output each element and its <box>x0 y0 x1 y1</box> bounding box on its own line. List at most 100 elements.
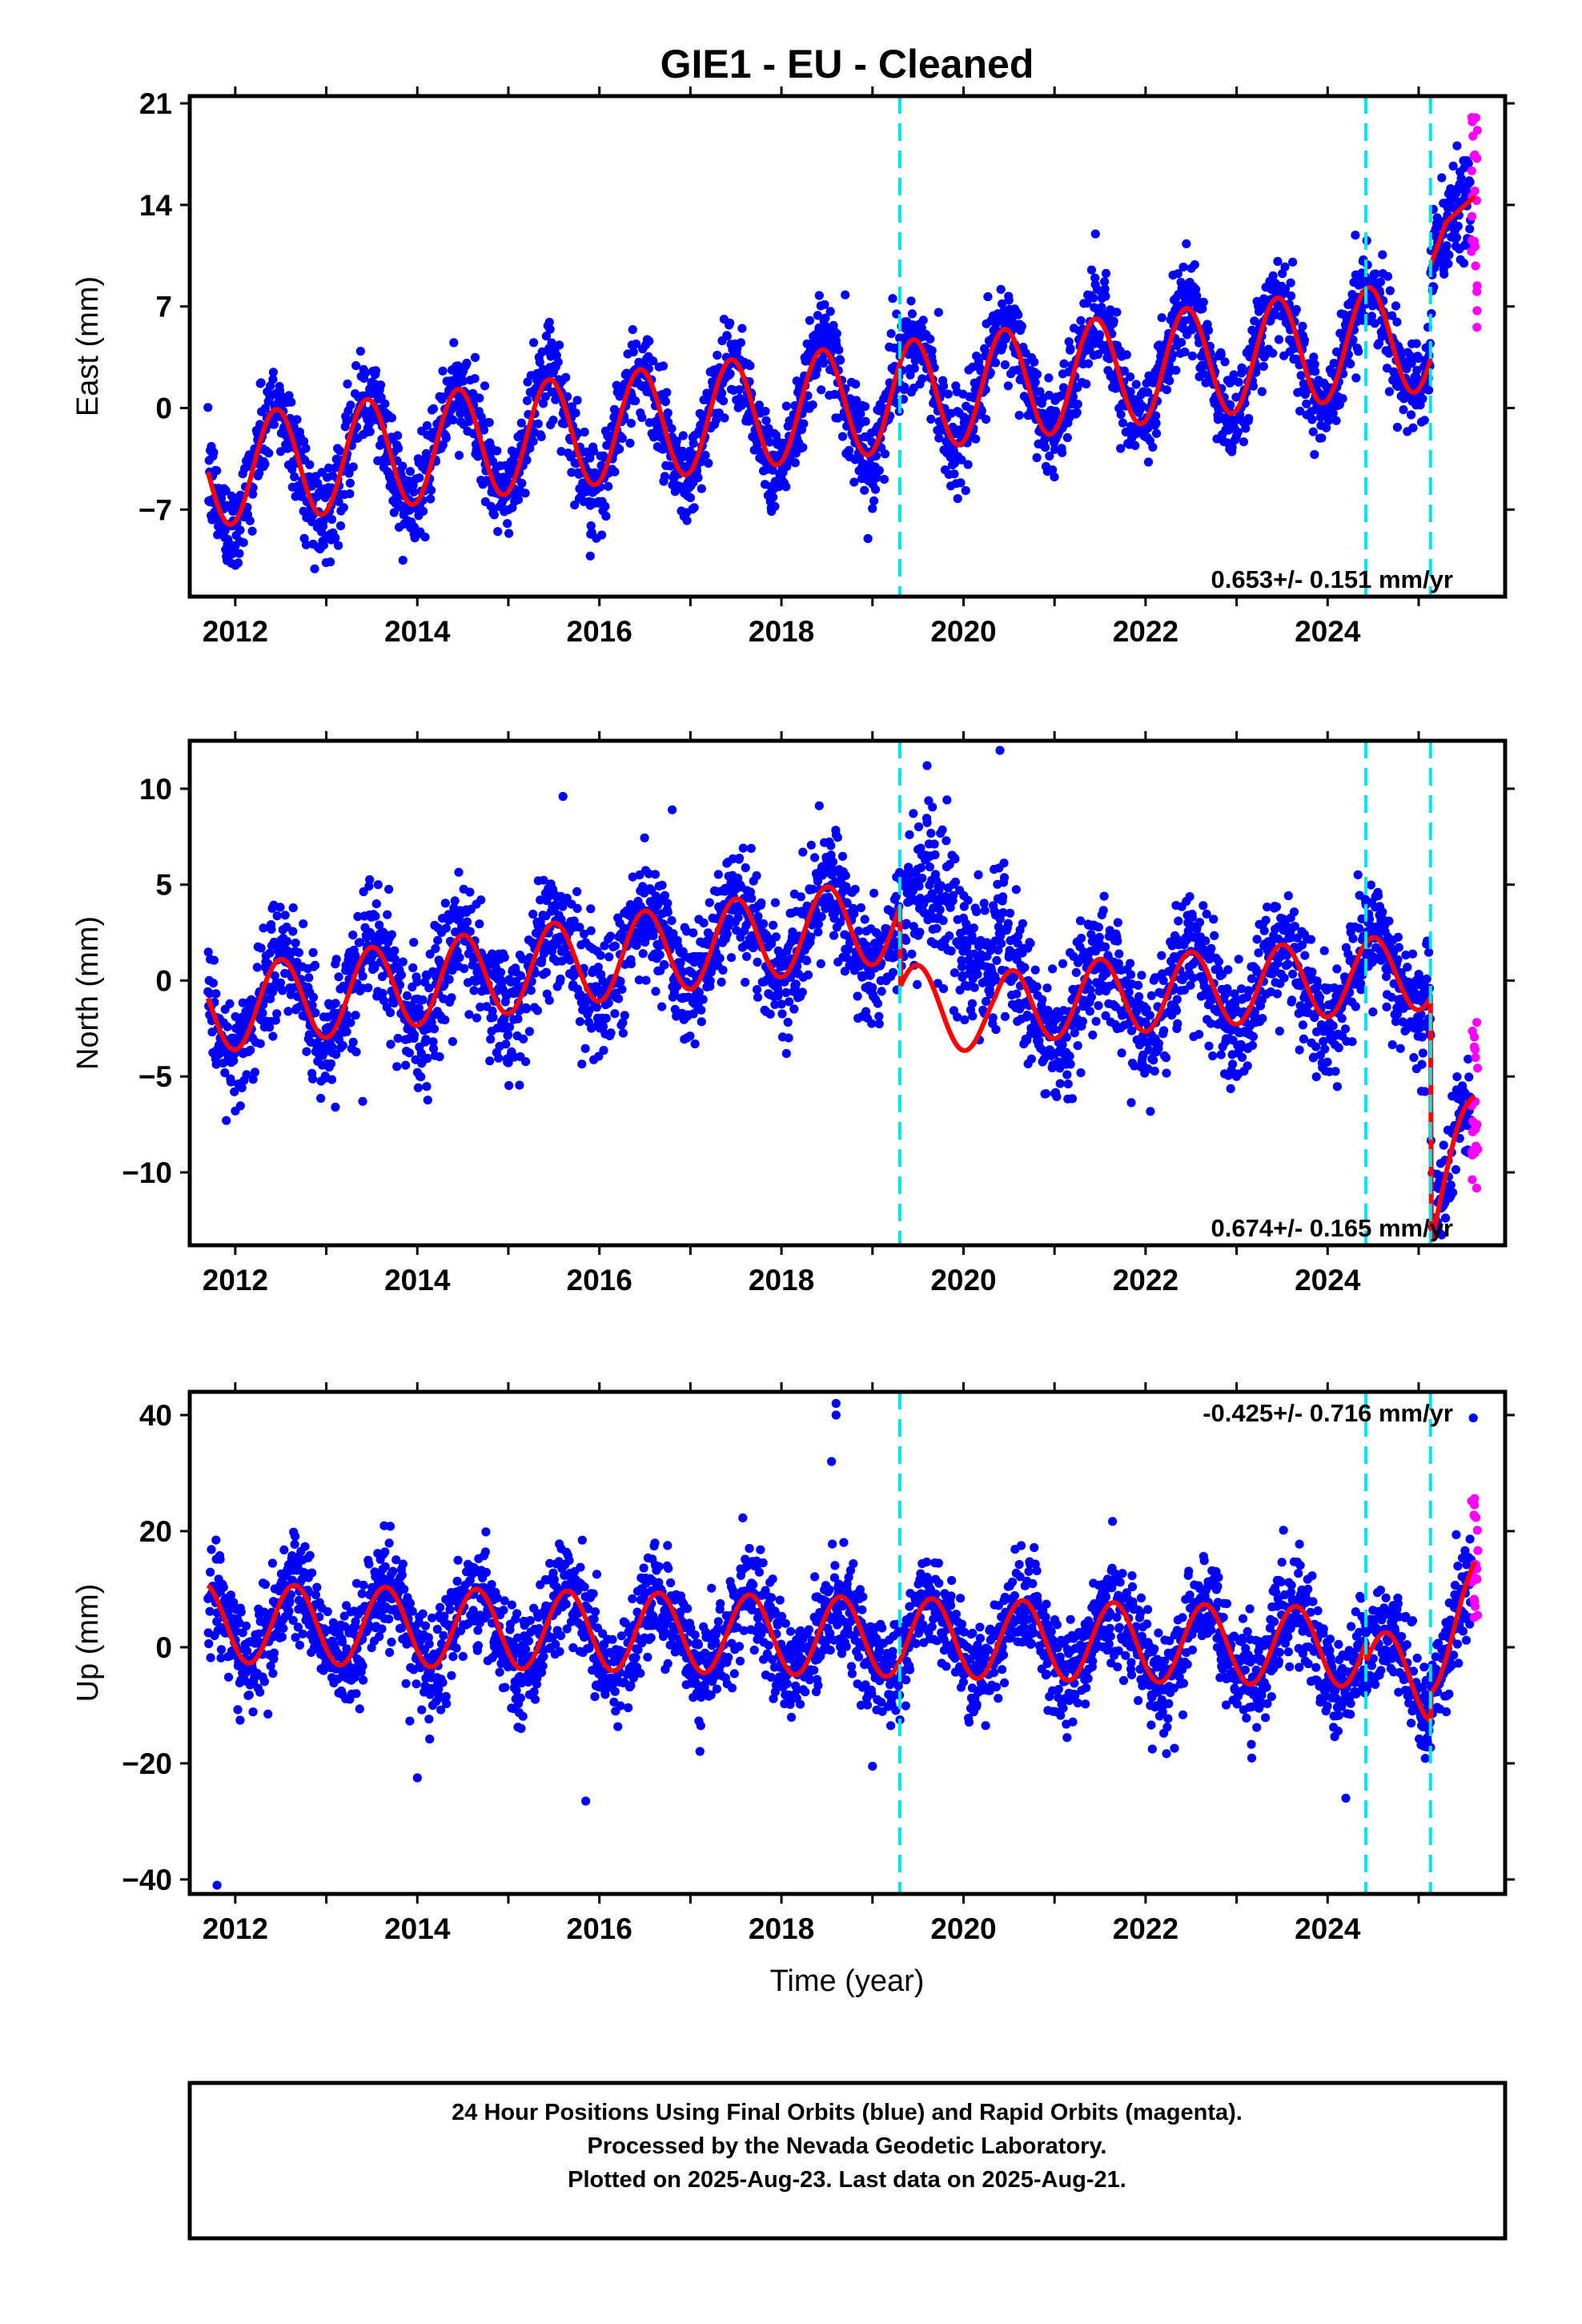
data-point <box>856 409 865 419</box>
data-point <box>1346 359 1355 368</box>
data-point <box>816 959 825 968</box>
data-point <box>423 1096 432 1105</box>
data-point <box>1122 350 1131 360</box>
data-point <box>1296 371 1306 380</box>
data-point <box>1032 369 1042 380</box>
data-point <box>319 541 328 550</box>
data-point <box>990 358 1001 368</box>
data-point <box>409 1030 420 1039</box>
data-point <box>1371 269 1380 279</box>
data-point <box>294 948 303 958</box>
data-point <box>1148 442 1158 452</box>
data-point <box>1257 387 1267 396</box>
data-point <box>753 911 763 921</box>
data-point <box>1017 321 1026 331</box>
data-point <box>500 952 509 962</box>
data-point <box>516 971 526 980</box>
data-point <box>561 372 571 382</box>
data-point <box>813 919 823 929</box>
data-point <box>620 1011 629 1020</box>
data-point <box>1050 472 1059 482</box>
data-point <box>1383 271 1393 281</box>
data-point <box>395 980 405 990</box>
data-point <box>494 1053 504 1063</box>
rapid-point <box>1471 261 1480 271</box>
data-point <box>930 850 940 859</box>
data-point <box>997 939 1006 948</box>
data-point <box>972 907 982 917</box>
data-point <box>757 898 766 907</box>
data-point <box>861 416 870 426</box>
data-point <box>604 481 613 492</box>
data-point <box>485 1056 495 1066</box>
final-orbit-points <box>203 746 1476 1245</box>
data-point <box>275 903 285 912</box>
y-tick-label: −7 <box>139 493 172 526</box>
data-point <box>943 389 953 399</box>
data-point <box>798 847 808 857</box>
data-point <box>390 955 400 964</box>
data-point <box>308 992 319 1002</box>
data-point <box>930 939 940 949</box>
data-point <box>834 345 844 355</box>
data-point <box>438 366 448 376</box>
data-point <box>660 891 670 900</box>
data-point <box>867 1019 877 1028</box>
data-point <box>1101 292 1110 301</box>
data-point <box>1041 443 1050 452</box>
data-point <box>1280 262 1290 271</box>
data-point <box>1259 361 1268 372</box>
data-point <box>660 472 670 481</box>
outlier-point <box>1223 438 1232 448</box>
data-point <box>669 929 678 939</box>
data-point <box>423 1053 432 1063</box>
data-point <box>503 519 512 529</box>
data-point <box>1287 291 1296 301</box>
data-point <box>874 465 884 476</box>
data-point <box>963 895 973 905</box>
data-point <box>821 322 831 332</box>
data-point <box>1465 224 1475 234</box>
data-point <box>570 501 580 510</box>
data-point <box>316 1093 326 1104</box>
data-point <box>877 987 886 996</box>
data-point <box>540 392 551 401</box>
data-point <box>265 948 275 958</box>
data-point <box>351 1011 360 1020</box>
data-point <box>928 802 938 812</box>
data-point <box>741 978 750 987</box>
data-point <box>938 915 948 926</box>
data-point <box>644 336 654 346</box>
data-point <box>572 903 582 913</box>
data-point <box>553 357 563 367</box>
data-point <box>998 892 1008 902</box>
data-point <box>916 863 926 873</box>
data-point <box>697 484 706 493</box>
data-point <box>1268 348 1278 358</box>
data-point <box>358 971 367 981</box>
data-point <box>789 1004 799 1014</box>
data-point <box>1151 428 1162 438</box>
data-point <box>1157 313 1166 323</box>
data-point <box>638 949 648 959</box>
data-point <box>904 862 913 872</box>
data-point <box>515 1080 524 1090</box>
data-point <box>1244 413 1254 424</box>
data-point <box>1443 259 1453 268</box>
data-point <box>888 967 898 977</box>
data-point <box>770 501 780 512</box>
data-point <box>348 1037 358 1047</box>
data-point <box>235 549 244 558</box>
data-point <box>272 1009 282 1019</box>
data-point <box>548 416 558 425</box>
data-point <box>698 995 708 1004</box>
data-point <box>988 1013 998 1023</box>
data-point <box>1288 257 1298 267</box>
data-point <box>1220 357 1230 367</box>
data-point <box>1143 457 1154 467</box>
data-point <box>626 419 636 428</box>
data-point <box>640 833 649 842</box>
data-point <box>427 485 436 495</box>
data-point <box>1090 273 1100 283</box>
